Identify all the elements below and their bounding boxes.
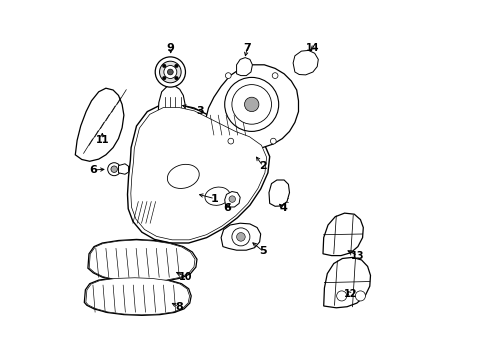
Polygon shape <box>224 192 240 207</box>
Text: 8: 8 <box>175 302 183 312</box>
Text: 12: 12 <box>343 289 357 300</box>
Circle shape <box>162 64 166 68</box>
Text: 14: 14 <box>305 42 319 53</box>
Polygon shape <box>204 65 298 149</box>
Polygon shape <box>127 104 269 243</box>
Text: 6: 6 <box>223 203 231 213</box>
Polygon shape <box>322 213 363 256</box>
Circle shape <box>174 64 178 68</box>
Text: 3: 3 <box>196 106 204 116</box>
Polygon shape <box>236 58 252 76</box>
Circle shape <box>231 85 271 124</box>
Circle shape <box>111 166 117 172</box>
Polygon shape <box>131 108 266 240</box>
Circle shape <box>336 291 346 301</box>
Text: 1: 1 <box>211 194 219 204</box>
Polygon shape <box>221 223 260 250</box>
Text: 6: 6 <box>89 165 97 175</box>
Circle shape <box>236 233 244 241</box>
Circle shape <box>159 61 181 83</box>
Circle shape <box>107 163 121 176</box>
Polygon shape <box>118 164 128 174</box>
Polygon shape <box>88 239 197 282</box>
Circle shape <box>231 228 249 246</box>
Circle shape <box>228 196 235 202</box>
Polygon shape <box>75 88 123 161</box>
Text: 10: 10 <box>179 272 193 282</box>
Polygon shape <box>89 240 195 281</box>
Text: 13: 13 <box>350 251 364 261</box>
Circle shape <box>225 73 231 78</box>
Circle shape <box>163 66 177 78</box>
Circle shape <box>244 97 258 112</box>
Ellipse shape <box>167 165 199 188</box>
Text: 5: 5 <box>259 246 266 256</box>
Text: 2: 2 <box>259 161 266 171</box>
Text: 4: 4 <box>279 203 287 213</box>
Circle shape <box>174 76 178 80</box>
Polygon shape <box>268 180 289 206</box>
Polygon shape <box>292 50 318 75</box>
Circle shape <box>224 77 278 131</box>
Circle shape <box>272 73 277 78</box>
Polygon shape <box>323 257 370 308</box>
Text: 7: 7 <box>243 42 251 53</box>
Polygon shape <box>86 278 189 315</box>
Circle shape <box>167 69 173 75</box>
Text: 9: 9 <box>166 42 174 53</box>
Circle shape <box>270 138 276 144</box>
Circle shape <box>227 138 233 144</box>
Polygon shape <box>158 86 185 132</box>
Circle shape <box>155 57 185 87</box>
Circle shape <box>162 76 166 80</box>
Text: 11: 11 <box>95 135 109 145</box>
Polygon shape <box>84 277 191 315</box>
Ellipse shape <box>204 187 229 205</box>
Circle shape <box>355 291 365 301</box>
